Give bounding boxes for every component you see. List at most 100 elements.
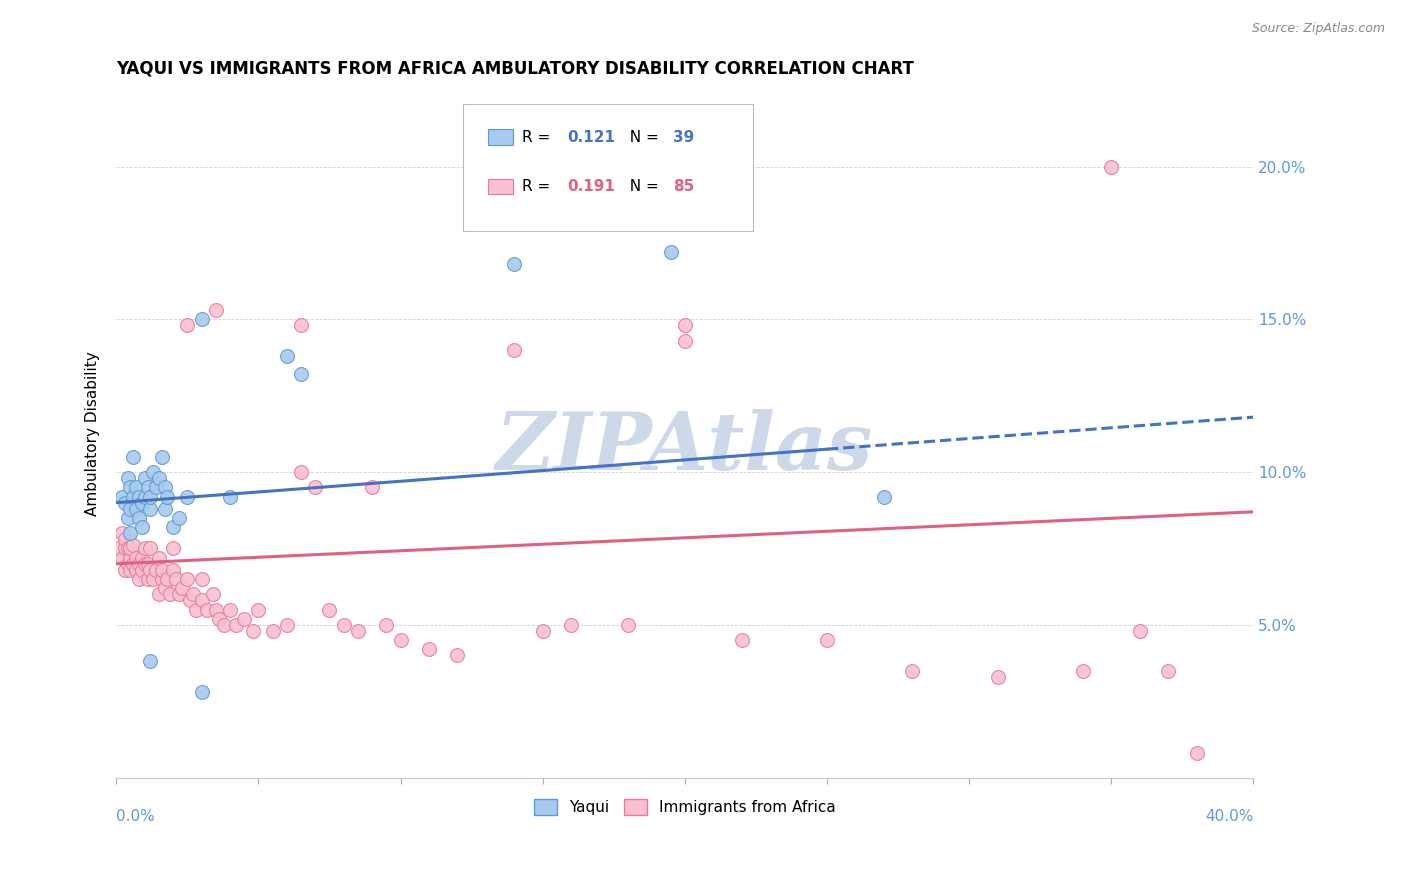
FancyBboxPatch shape bbox=[463, 104, 754, 231]
Point bbox=[617, 617, 640, 632]
Bar bbox=[488, 179, 513, 194]
Point bbox=[108, 541, 131, 556]
Point bbox=[111, 526, 134, 541]
Point bbox=[117, 511, 139, 525]
Point bbox=[176, 572, 198, 586]
Point bbox=[120, 480, 142, 494]
Point bbox=[120, 550, 142, 565]
Point bbox=[201, 587, 224, 601]
Point bbox=[150, 563, 173, 577]
Text: R =: R = bbox=[522, 179, 555, 194]
Text: N =: N = bbox=[620, 129, 664, 145]
Point bbox=[136, 572, 159, 586]
Point bbox=[1157, 664, 1180, 678]
Point bbox=[148, 587, 170, 601]
Point bbox=[219, 602, 242, 616]
Point bbox=[986, 670, 1008, 684]
Point bbox=[134, 490, 156, 504]
Point bbox=[134, 471, 156, 485]
Point bbox=[207, 612, 229, 626]
Point bbox=[873, 490, 896, 504]
Point bbox=[225, 617, 247, 632]
Point bbox=[290, 368, 312, 382]
Point bbox=[134, 541, 156, 556]
Point bbox=[815, 633, 838, 648]
Point bbox=[170, 581, 193, 595]
Point bbox=[117, 471, 139, 485]
Point bbox=[195, 602, 218, 616]
Point bbox=[162, 520, 184, 534]
Point bbox=[120, 541, 142, 556]
Point bbox=[531, 624, 554, 638]
Point bbox=[276, 349, 298, 363]
Point bbox=[114, 533, 136, 547]
Point bbox=[1185, 746, 1208, 760]
Point bbox=[446, 648, 468, 663]
Point bbox=[139, 501, 162, 516]
Point bbox=[114, 563, 136, 577]
Text: 0.121: 0.121 bbox=[568, 129, 616, 145]
Text: R =: R = bbox=[522, 129, 555, 145]
Point bbox=[114, 541, 136, 556]
Point bbox=[122, 557, 145, 571]
Point bbox=[190, 685, 212, 699]
Point bbox=[190, 312, 212, 326]
Point bbox=[117, 541, 139, 556]
Point bbox=[139, 541, 162, 556]
Point bbox=[134, 557, 156, 571]
Point bbox=[1129, 624, 1152, 638]
Point bbox=[1099, 160, 1122, 174]
Point bbox=[136, 480, 159, 494]
Point bbox=[153, 501, 176, 516]
Point bbox=[176, 490, 198, 504]
Point bbox=[120, 501, 142, 516]
Point bbox=[162, 563, 184, 577]
Point bbox=[190, 593, 212, 607]
Point bbox=[111, 490, 134, 504]
Point bbox=[1071, 664, 1094, 678]
Y-axis label: Ambulatory Disability: Ambulatory Disability bbox=[86, 351, 100, 516]
Text: YAQUI VS IMMIGRANTS FROM AFRICA AMBULATORY DISABILITY CORRELATION CHART: YAQUI VS IMMIGRANTS FROM AFRICA AMBULATO… bbox=[117, 60, 914, 78]
Point bbox=[179, 593, 201, 607]
Point bbox=[153, 581, 176, 595]
Point bbox=[142, 572, 165, 586]
Point bbox=[122, 490, 145, 504]
Point bbox=[125, 550, 148, 565]
Point bbox=[159, 587, 181, 601]
Point bbox=[731, 633, 754, 648]
Text: 0.0%: 0.0% bbox=[117, 808, 155, 823]
Point bbox=[347, 624, 370, 638]
Point bbox=[389, 633, 412, 648]
Point bbox=[242, 624, 264, 638]
Point bbox=[120, 563, 142, 577]
Point bbox=[318, 602, 340, 616]
Point bbox=[128, 511, 150, 525]
Point bbox=[181, 587, 204, 601]
Text: 39: 39 bbox=[673, 129, 695, 145]
Text: ZIPAtlas: ZIPAtlas bbox=[496, 409, 873, 486]
Point bbox=[142, 465, 165, 479]
Point bbox=[184, 602, 207, 616]
Point bbox=[153, 480, 176, 494]
Text: N =: N = bbox=[620, 179, 664, 194]
Point bbox=[162, 541, 184, 556]
Point bbox=[204, 303, 226, 318]
Point bbox=[122, 538, 145, 552]
Point bbox=[503, 257, 526, 271]
Point bbox=[560, 617, 582, 632]
Point bbox=[156, 572, 179, 586]
Point bbox=[262, 624, 284, 638]
Point bbox=[150, 450, 173, 464]
Point bbox=[128, 557, 150, 571]
Point bbox=[290, 465, 312, 479]
Point bbox=[128, 490, 150, 504]
Point bbox=[901, 664, 924, 678]
Point bbox=[290, 318, 312, 333]
Point bbox=[117, 557, 139, 571]
Point bbox=[139, 655, 162, 669]
Point bbox=[114, 496, 136, 510]
Point bbox=[120, 526, 142, 541]
Point bbox=[145, 480, 167, 494]
Text: 85: 85 bbox=[673, 179, 695, 194]
Point bbox=[167, 511, 190, 525]
